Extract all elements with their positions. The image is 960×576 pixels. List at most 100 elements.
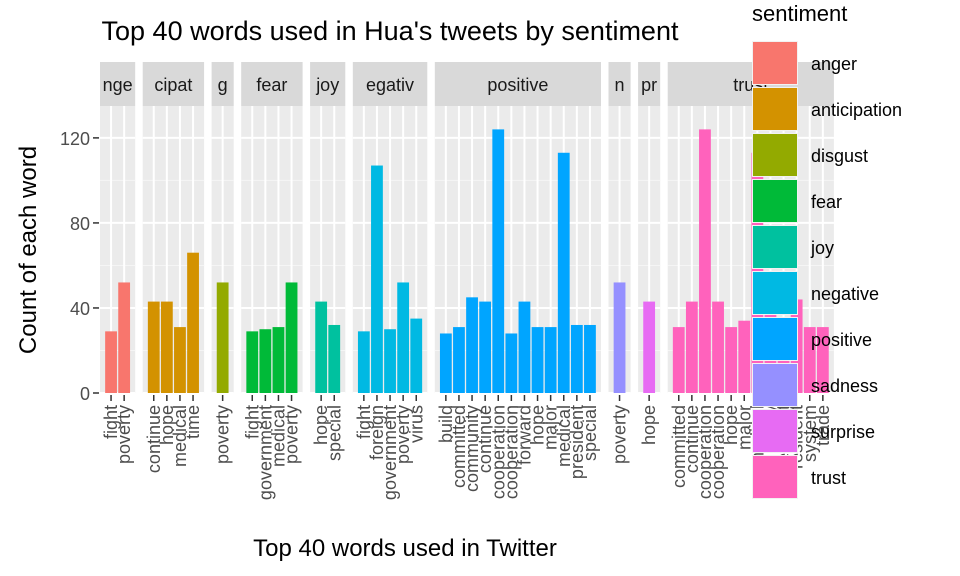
legend-title: sentiment	[752, 1, 847, 26]
bar-negative-fight	[357, 331, 370, 393]
bar-fear-medical	[272, 327, 285, 393]
legend-label: fear	[811, 192, 842, 212]
legend-item-positive: positive	[752, 317, 872, 361]
x-tick-label: trade	[813, 405, 833, 446]
facet-strip	[608, 62, 631, 106]
legend-item-surprise: surprise	[752, 409, 875, 453]
x-tick-label: fight	[242, 405, 262, 439]
facet-panel-surprise: pr	[638, 62, 661, 394]
facet-strip-label: g	[218, 75, 228, 95]
x-tick-label: committed	[669, 405, 689, 488]
legend-swatch	[753, 410, 797, 452]
x-tick-label: government	[255, 405, 275, 500]
x-tick-label: hope	[157, 405, 177, 445]
y-axis-title: Count of each word	[15, 146, 42, 354]
facet-strip-label: positive	[487, 75, 548, 95]
legend: sentiment anger anticipation disgust fear jo…	[752, 1, 902, 499]
facet-panel-fear: fear	[241, 62, 303, 394]
bar-anticipation-continue	[147, 301, 160, 393]
bar-trust-cooperation	[712, 301, 724, 393]
y-tick-label: 40	[70, 299, 90, 319]
facet-panel-trust: trust	[667, 62, 834, 394]
bar-positive-special	[584, 324, 596, 393]
bar-fear-government	[259, 329, 272, 393]
facet-strip-label: cipat	[154, 75, 192, 95]
x-tick-label: cooperation	[488, 405, 508, 499]
bar-joy-hope	[315, 301, 328, 393]
x-tick-label: fight	[354, 405, 374, 439]
y-tick-label: 80	[70, 214, 90, 234]
facet-panel-joy: joy	[310, 62, 346, 394]
x-tick-label: continue	[144, 405, 164, 473]
bar-negative-foreign	[371, 165, 383, 393]
facet-strip-label: joy	[315, 75, 339, 95]
bar-trust-continue	[685, 301, 698, 393]
bar-positive-cooperation	[505, 333, 518, 393]
legend-swatch	[753, 364, 797, 406]
y-axis: 0 40 80 120	[60, 129, 99, 404]
legend-label: negative	[811, 284, 879, 304]
bar-surprise-hope	[643, 301, 656, 393]
facet-strip	[667, 62, 834, 106]
x-tick-label: medical	[268, 405, 288, 467]
x-tick-label: major	[734, 405, 754, 450]
y-tick-label: 0	[80, 384, 90, 404]
legend-item-disgust: disgust	[752, 133, 868, 177]
bar-anticipation-time	[187, 252, 199, 393]
facet-strip-label: egativ	[366, 75, 414, 95]
facet-strip-label: pr	[641, 75, 657, 95]
x-tick-label: hope	[311, 405, 331, 445]
bar-disgust-poverty	[216, 282, 229, 393]
x-tick-label: hope	[639, 405, 659, 445]
chart-title: Top 40 words used in Hua's tweets by sen…	[102, 16, 679, 46]
bar-positive-president	[570, 324, 583, 393]
x-tick-label: time	[183, 405, 203, 439]
legend-swatch	[753, 318, 797, 360]
legend-item-joy: joy	[752, 225, 834, 269]
facet-panels: nge cipat g fear joy egativ positive n pr trust	[100, 62, 834, 394]
x-tick-label: poverty	[393, 405, 413, 464]
x-tick-label: foreign	[367, 405, 387, 460]
legend-swatch	[753, 272, 797, 314]
facet-strip-label: fear	[256, 75, 287, 95]
x-tick-label: committed	[449, 405, 469, 488]
legend-label: anticipation	[811, 100, 902, 120]
x-tick-label: poverty	[610, 405, 630, 464]
facet-strip-label: nge	[103, 75, 133, 95]
x-tick-label: fight	[101, 405, 121, 439]
x-tick-label: president	[567, 405, 587, 479]
legend-label: disgust	[811, 146, 868, 166]
legend-label: surprise	[811, 422, 875, 442]
bar-negative-virus	[410, 318, 423, 393]
x-tick-label: poverty	[213, 405, 233, 464]
legend-item-fear: fear	[752, 179, 842, 223]
bar-positive-medical	[557, 152, 570, 393]
facet-strip	[638, 62, 661, 106]
legend-label: positive	[811, 330, 872, 350]
bar-anticipation-medical	[174, 327, 186, 393]
x-tick-label: cooperation	[501, 405, 521, 499]
legend-swatch	[753, 42, 797, 84]
bar-positive-hope	[531, 327, 544, 393]
x-tick-label: medical	[170, 405, 190, 467]
x-tick-label: community	[462, 405, 482, 492]
bar-positive-committed	[453, 327, 465, 393]
x-tick-label: forward	[514, 405, 534, 465]
bar-fear-poverty	[285, 282, 298, 393]
bar-negative-poverty	[397, 282, 410, 393]
bar-positive-build	[439, 333, 452, 393]
facet-strip	[352, 62, 428, 106]
x-tick-label: government	[380, 405, 400, 500]
x-tick-label: major	[541, 405, 561, 450]
legend-label: anger	[811, 54, 857, 74]
bar-joy-special	[328, 324, 341, 393]
x-tick-label: special	[580, 405, 600, 461]
x-tick-label: continue	[682, 405, 702, 473]
facet-strip	[211, 62, 234, 106]
x-tick-label: virus	[406, 405, 426, 443]
bar-anticipation-hope	[160, 301, 173, 393]
legend-swatch	[753, 456, 797, 498]
bar-trust-system	[803, 327, 816, 393]
facet-strip	[100, 62, 136, 106]
